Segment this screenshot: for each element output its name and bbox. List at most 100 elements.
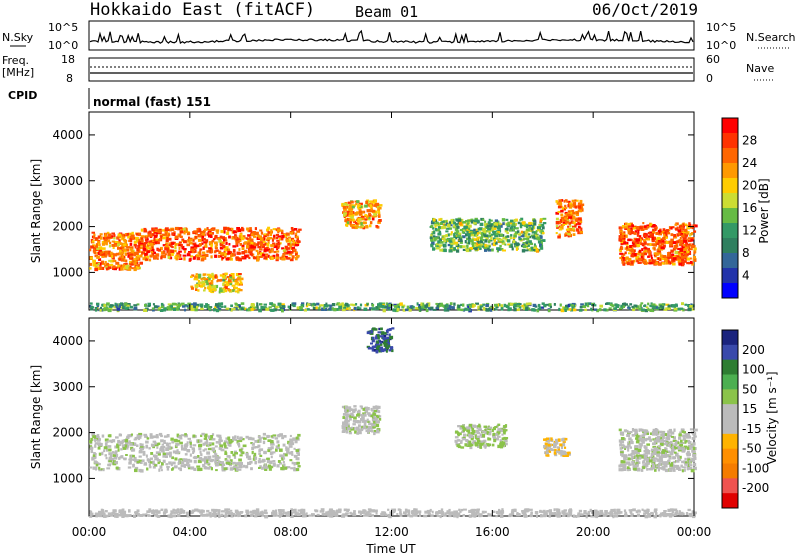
scatter-cell [672, 241, 677, 245]
scatter-cell [429, 236, 433, 239]
scatter-cell [449, 302, 453, 306]
scatter-cell [101, 241, 105, 245]
freq-label: Freq. [2, 54, 29, 67]
scatter-cell [214, 275, 217, 279]
scatter-cell [191, 274, 195, 277]
scatter-cell [491, 428, 494, 433]
scatter-cell [492, 232, 497, 236]
scatter-cell [91, 456, 95, 459]
scatter-cell [273, 234, 276, 238]
scatter-cell [151, 245, 154, 249]
scatter-cell [276, 253, 279, 257]
scatter-cell [139, 443, 142, 447]
scatter-cell [259, 255, 263, 258]
scatter-cell [618, 248, 622, 252]
scatter-cell [160, 256, 163, 260]
scatter-cell [372, 201, 376, 204]
scatter-cell [133, 240, 137, 244]
scatter-cell [521, 231, 526, 234]
scatter-cell [262, 432, 266, 436]
scatter-cell [350, 427, 355, 431]
scatter-cell [432, 218, 436, 222]
scatter-cell [691, 262, 694, 266]
scatter-cell [125, 437, 129, 441]
scatter-cell [489, 430, 492, 434]
scatter-cell [499, 443, 503, 447]
scatter-cell [476, 427, 479, 430]
scatter-cell [432, 308, 437, 311]
scatter-cell [214, 306, 217, 310]
scatter-cell [460, 439, 463, 443]
scatter-cell [290, 251, 294, 254]
scatter-cell [136, 436, 140, 439]
scatter-cell [376, 345, 381, 348]
scatter-cell [260, 231, 264, 235]
scatter-cell [562, 450, 565, 453]
scatter-cell [639, 242, 642, 245]
scatter-cell [502, 441, 506, 445]
scatter-cell [345, 204, 349, 208]
scatter-cell [128, 265, 132, 269]
scatter-cell [568, 230, 570, 233]
scatter-cell [318, 304, 322, 307]
scatter-cell [466, 228, 470, 231]
scatter-cell [663, 257, 668, 261]
scatter-cell [124, 259, 128, 263]
scatter-cell [685, 436, 689, 439]
scatter-cell [625, 243, 629, 246]
scatter-cell [652, 428, 655, 432]
scatter-cell [639, 446, 642, 449]
scatter-cell [137, 255, 140, 258]
scatter-cell [221, 241, 225, 245]
scatter-cell [114, 461, 118, 464]
scatter-cell [92, 235, 96, 239]
scatter-cell [283, 435, 287, 438]
scatter-cell [692, 304, 695, 308]
scatter-cell [343, 207, 347, 211]
scatter-cell [296, 306, 301, 310]
scatter-cell [338, 303, 343, 306]
scatter-cell [306, 303, 311, 306]
scatter-cell [104, 250, 109, 254]
scatter-cell [109, 241, 112, 244]
scatter-cell [92, 466, 97, 470]
scatter-cell [676, 307, 681, 311]
scatter-cell [662, 463, 666, 466]
scatter-cell [648, 468, 651, 471]
scatter-cell [568, 200, 571, 204]
scatter-cell [467, 224, 472, 228]
scatter-cell [622, 257, 625, 260]
scatter-cell [228, 278, 231, 281]
scatter-cell [589, 302, 592, 305]
scatter-cell [440, 217, 443, 221]
scatter-cell [178, 233, 182, 237]
scatter-cell [228, 308, 232, 311]
scatter-cell [174, 457, 178, 461]
scatter-cell [278, 448, 283, 452]
scatter-cell [684, 457, 687, 460]
scatter-cell [108, 448, 112, 452]
scatter-cell [682, 237, 686, 240]
scatter-cell [275, 233, 279, 236]
scatter-cell [480, 236, 483, 241]
scatter-cell [176, 449, 179, 452]
scatter-cell [158, 306, 161, 310]
scatter-cell [118, 247, 122, 250]
scatter-cell [344, 408, 347, 413]
scatter-cell [272, 443, 275, 446]
scatter-cell [658, 230, 662, 233]
scatter-cell [229, 459, 233, 462]
scatter-cell [561, 206, 564, 211]
scatter-cell [568, 206, 573, 209]
scatter-cell [450, 224, 453, 227]
scatter-cell [255, 249, 259, 253]
scatter-cell [182, 254, 187, 257]
scatter-cell [197, 279, 200, 283]
scatter-cell [210, 249, 214, 254]
scatter-cell [216, 230, 219, 234]
scatter-cell [264, 465, 269, 469]
scatter-cell [494, 219, 498, 222]
scatter-cell [230, 277, 234, 280]
scatter-cell [464, 307, 468, 311]
scatter-cell [275, 305, 279, 309]
